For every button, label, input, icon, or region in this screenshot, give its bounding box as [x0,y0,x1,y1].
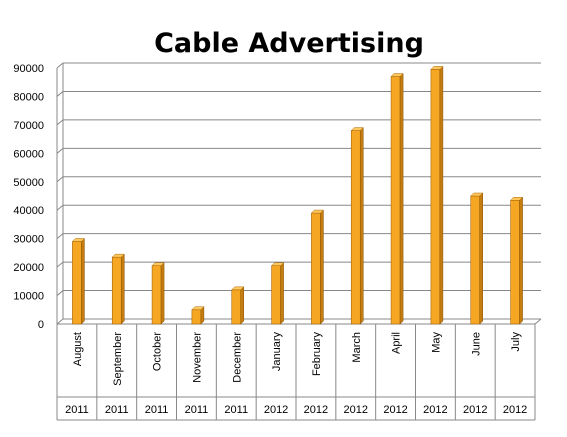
bar-top [390,73,404,77]
bar [390,72,404,325]
bar-front [510,199,520,325]
y-tick-label: 10000 [13,291,44,303]
x-category-label: July [510,332,522,352]
x-year-label: 2012 [463,404,487,416]
bar-top [191,306,205,311]
x-year-label: 2012 [304,404,328,416]
bar [270,262,285,325]
bar [151,262,165,325]
bar-front [72,241,82,325]
bar-front [271,265,281,325]
gridline-depth [56,318,64,325]
bar [231,286,245,325]
x-year-label: 2011 [224,404,248,416]
bar [71,237,86,325]
bar-front [430,69,441,325]
gridline-depth [56,147,64,154]
x-year-label: 2011 [65,404,89,416]
bar-side [81,237,85,325]
bar-side [320,209,324,325]
bar-front [191,309,202,325]
bar-front [470,195,481,325]
bar-side [280,262,284,325]
bar-side [360,126,364,325]
y-tick-label: 70000 [13,120,44,132]
x-category-label: November [191,332,203,383]
x-year-label: 2012 [503,404,527,416]
bar-top [350,127,364,131]
gridline-depth [56,233,64,240]
bar [111,253,125,325]
chart-title: Cable Advertising [154,28,424,59]
bar-top [270,262,285,266]
x-year-label: 2012 [423,404,447,416]
y-axis-ticks: 0 10000 20000 30000 40000 50000 60000 70000 8000… [13,63,44,331]
bar-front [231,289,242,325]
bar-top [430,66,444,70]
y-tick-label: 40000 [13,205,44,217]
x-axis-categories: August 2011 September 2011 October 2011 Novemb… [56,324,536,421]
bar-front [350,130,361,325]
y-tick-label: 20000 [13,262,44,274]
bar [191,306,205,325]
bar-side [240,286,244,325]
bar [470,192,484,325]
y-tick-label: 50000 [13,177,44,189]
x-year-label: 2012 [383,404,407,416]
bar-top [509,197,524,201]
y-tick-label: 60000 [13,148,44,160]
y-tick-label: 30000 [13,234,44,246]
bar-top [71,238,86,242]
bar-front [311,212,321,325]
grid-layer [56,62,542,325]
y-tick-label: 80000 [13,91,44,103]
bar [430,65,444,325]
x-year-label: 2012 [264,404,288,416]
x-category-label: December [231,332,243,383]
x-category-label: August [72,332,84,366]
x-category-label: June [470,332,482,356]
bar-top [151,262,165,266]
floor-edge [534,318,542,325]
bar-front [151,265,162,325]
bar-side [160,262,165,325]
bar-side [121,253,125,325]
bar-top [310,209,325,214]
gridline-depth [56,119,64,126]
x-category-label: February [311,332,323,377]
bar-top [470,192,484,197]
bar-top [111,253,125,258]
bar [509,196,524,325]
gridline-depth [56,290,64,296]
gridline-depth [56,91,64,97]
bar-front [390,76,401,325]
gridline-depth [56,261,64,268]
bar-side [519,196,523,325]
bar-side [399,72,404,325]
y-tick-label: 90000 [13,63,44,75]
bar-side [439,65,444,325]
x-year-label: 2011 [145,404,169,416]
x-year-label: 2011 [185,404,209,416]
bars [71,65,524,325]
x-category-label: October [152,332,164,371]
x-year-label: 2011 [105,404,129,416]
x-year-label: 2012 [344,404,368,416]
gridline-depth [56,62,64,69]
x-category-label: March [351,332,363,363]
gridline-depth [56,204,64,211]
bar-top [231,286,245,291]
bar [350,126,364,325]
x-category-label: January [271,332,283,372]
x-category-label: April [391,332,403,354]
gridline-depth [56,176,64,183]
bar-side [479,192,483,325]
bar [310,209,325,325]
bar-front [111,256,122,325]
y-tick-label: 0 [38,319,44,331]
x-category-label: May [430,332,442,353]
x-category-label: September [112,332,124,386]
